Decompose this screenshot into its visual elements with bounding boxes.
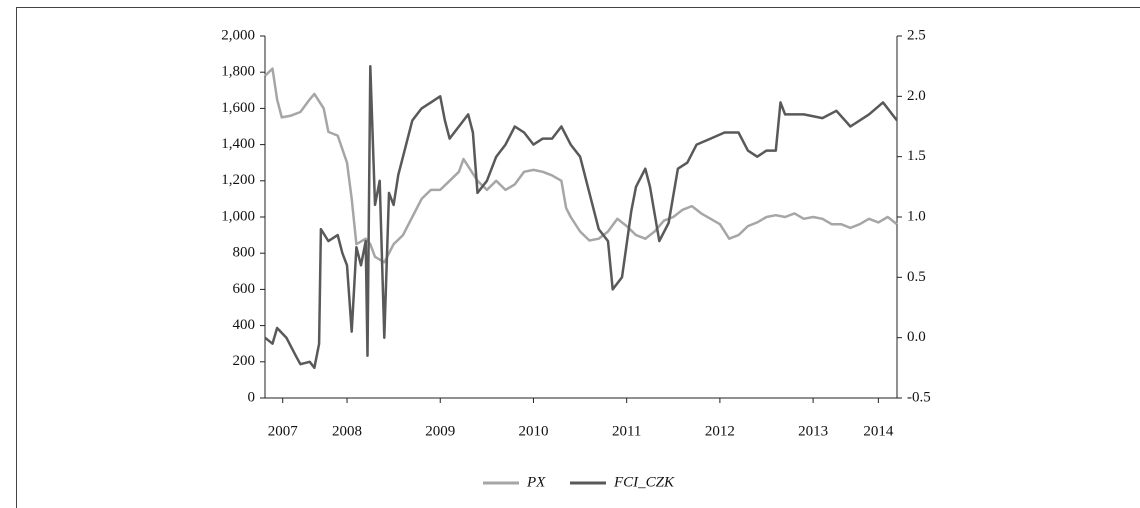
y2-tick-label: 2.0: [907, 88, 926, 104]
y-tick-label: 2,000: [221, 27, 255, 43]
x-tick-label: 2014: [863, 423, 894, 439]
y-tick-label: 400: [233, 317, 256, 333]
legend-label: FCI_CZK: [613, 474, 675, 490]
x-tick-label: 2010: [518, 423, 548, 439]
y-tick-label: 1,400: [221, 136, 255, 152]
series-line: [264, 64, 898, 370]
y-tick-label: 1,600: [221, 100, 255, 116]
y2-tick-label: 1.0: [907, 208, 926, 224]
y2-tick-label: -0.5: [907, 389, 931, 405]
x-tick-label: 2009: [425, 423, 455, 439]
legend-label: PX: [526, 474, 546, 490]
y-tick-label: 800: [233, 245, 256, 261]
y-tick-label: 1,800: [221, 64, 255, 80]
x-tick-label: 2013: [798, 423, 828, 439]
y-tick-label: 600: [233, 281, 256, 297]
y2-tick-label: 2.5: [907, 27, 926, 43]
x-tick-label: 2007: [268, 423, 299, 439]
y2-tick-label: 0.5: [907, 269, 926, 285]
x-tick-label: 2012: [705, 423, 735, 439]
y-tick-label: 0: [248, 389, 256, 405]
x-tick-label: 2008: [332, 423, 362, 439]
y-tick-label: 200: [233, 353, 256, 369]
series-line: [264, 67, 898, 264]
y2-tick-label: 1.5: [907, 148, 926, 164]
y-tick-label: 1,000: [221, 208, 255, 224]
y-tick-label: 1,200: [221, 172, 255, 188]
x-tick-label: 2011: [612, 423, 641, 439]
y2-tick-label: 0.0: [907, 329, 926, 345]
frame: [16, 7, 1140, 508]
